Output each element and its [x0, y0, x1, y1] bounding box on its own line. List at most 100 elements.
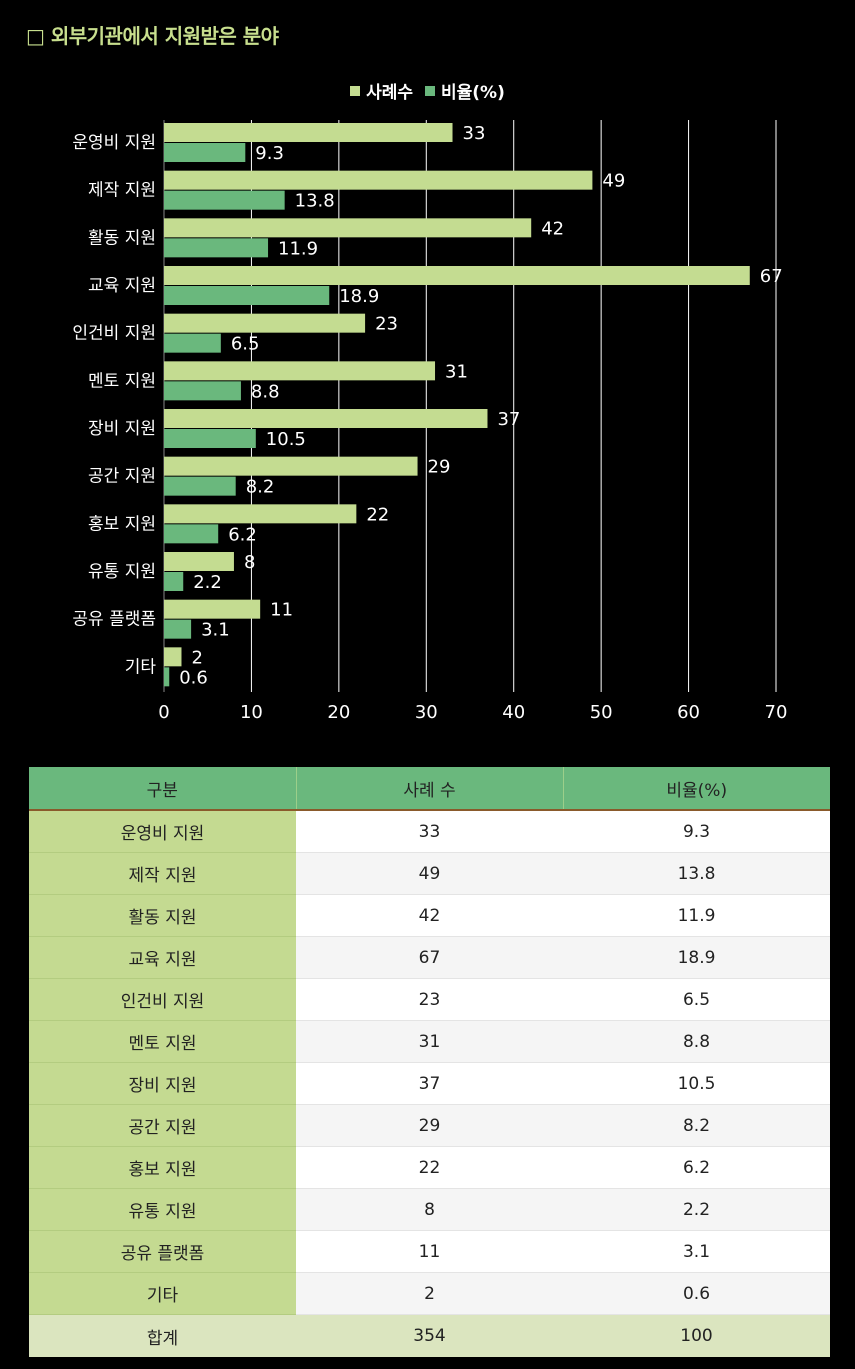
- table-cell-count: 42: [296, 894, 563, 937]
- bar-series2: [164, 476, 236, 496]
- table-row: 인건비 지원 23 6.5: [29, 978, 830, 1021]
- x-tick-label: 40: [502, 702, 525, 723]
- category-label: 유통 지원: [88, 562, 156, 582]
- bar-series2: [164, 143, 246, 162]
- table-cell-ratio: 18.9: [563, 936, 830, 979]
- legend-label-series1: 사례수: [366, 83, 414, 103]
- table-row: 제작 지원 49 13.8: [29, 852, 830, 895]
- data-label: 31: [445, 361, 468, 382]
- table-row: 공간 지원 29 8.2: [29, 1104, 830, 1147]
- table-cell-category: 멘토 지원: [29, 1020, 296, 1063]
- bar-series1: [164, 456, 418, 476]
- legend-item-series2: 비율(%): [424, 78, 505, 103]
- table-cell-category: 제작 지원: [29, 852, 296, 895]
- bar-series1: [164, 409, 488, 428]
- table-cell-category: 공간 지원: [29, 1104, 296, 1147]
- table-cell-ratio: 9.3: [563, 810, 830, 853]
- table-cell-count: 37: [296, 1062, 563, 1105]
- bar-series2: [164, 381, 241, 401]
- bar-series2: [164, 619, 192, 639]
- bar-series2: [164, 238, 269, 258]
- x-tick-label: 60: [677, 702, 700, 723]
- table-row: 멘토 지원 31 8.8: [29, 1020, 830, 1063]
- bar-series1: [164, 313, 366, 333]
- data-label: 37: [497, 409, 520, 430]
- category-label: 기타: [125, 657, 157, 677]
- bar-series1: [164, 599, 261, 619]
- bar-series1: [164, 218, 532, 238]
- table-row: 활동 지원 42 11.9: [29, 894, 830, 937]
- table-total-ratio: 100: [563, 1314, 830, 1357]
- data-table: 구분 사례 수 비율(%) 운영비 지원 33 9.3 제작 지원 49 13.8 활동 지…: [29, 767, 830, 1357]
- page-title: □ 외부기관에서 지원받은 분야: [26, 24, 279, 48]
- legend-swatch-series2: [424, 85, 435, 96]
- table-cell-count: 33: [296, 810, 563, 853]
- bar-series2: [164, 667, 170, 687]
- table-cell-ratio: 11.9: [563, 894, 830, 937]
- bar-series1: [164, 361, 436, 381]
- category-label: 인건비 지원: [72, 324, 156, 344]
- table-cell-ratio: 6.2: [563, 1146, 830, 1189]
- data-label: 23: [375, 314, 398, 335]
- x-tick-label: 50: [590, 702, 613, 723]
- data-label: 10.5: [266, 429, 306, 450]
- table-row: 공유 플랫폼 11 3.1: [29, 1230, 830, 1273]
- table-cell-count: 31: [296, 1020, 563, 1063]
- table-cell-category: 공유 플랫폼: [29, 1230, 296, 1273]
- bar-series2: [164, 333, 221, 353]
- bar-series1: [164, 504, 357, 524]
- table-cell-category: 인건비 지원: [29, 978, 296, 1021]
- data-label: 67: [760, 266, 783, 287]
- table-cell-count: 49: [296, 852, 563, 895]
- data-label: 49: [602, 171, 625, 192]
- data-label: 6.5: [231, 334, 260, 355]
- table-cell-ratio: 6.5: [563, 978, 830, 1021]
- bar-chart: 0 10 20 30 40 50 60 70 운영비 지원 33 9.3 제작 지원 49 13.8 활동 …: [72, 120, 787, 723]
- table-total-label: 합계: [29, 1314, 296, 1357]
- table-header-row: 구분 사례 수 비율(%): [29, 767, 830, 811]
- x-tick-label: 30: [415, 702, 438, 723]
- data-label: 0.6: [179, 667, 208, 688]
- x-tick-label: 20: [327, 702, 350, 723]
- table-cell-ratio: 8.8: [563, 1020, 830, 1063]
- category-label: 공유 플랫폼: [72, 610, 156, 630]
- category-label: 교육 지원: [88, 276, 156, 296]
- data-label: 8: [244, 552, 255, 573]
- table-cell-count: 2: [296, 1272, 563, 1315]
- legend-item-series1: 사례수: [350, 78, 413, 103]
- data-label: 8.2: [246, 477, 275, 498]
- data-label: 9.3: [255, 143, 284, 164]
- table-row: 유통 지원 8 2.2: [29, 1188, 830, 1231]
- table-cell-count: 22: [296, 1146, 563, 1189]
- bar-series2: [164, 524, 219, 544]
- table-total-count: 354: [296, 1314, 563, 1357]
- category-label: 홍보 지원: [88, 514, 156, 534]
- data-label: 11.9: [278, 238, 318, 259]
- table-cell-count: 11: [296, 1230, 563, 1273]
- category-label: 멘토 지원: [88, 371, 156, 391]
- table-header-count: 사례 수: [296, 767, 564, 811]
- data-label: 13.8: [295, 191, 335, 212]
- category-label: 활동 지원: [88, 228, 156, 248]
- table-cell-category: 유통 지원: [29, 1188, 296, 1231]
- category-label: 공간 지원: [88, 467, 156, 487]
- bar-series1: [164, 123, 453, 142]
- table-cell-count: 8: [296, 1188, 563, 1231]
- data-label: 2: [191, 647, 202, 668]
- x-tick-label: 0: [158, 702, 169, 723]
- category-label: 제작 지원: [88, 181, 156, 201]
- x-tick-label: 10: [240, 702, 263, 723]
- data-label: 6.2: [228, 524, 257, 545]
- table-cell-count: 23: [296, 978, 563, 1021]
- table-row: 장비 지원 37 10.5: [29, 1062, 830, 1105]
- table-header-ratio: 비율(%): [563, 767, 830, 811]
- table-cell-count: 29: [296, 1104, 563, 1147]
- table-cell-category: 교육 지원: [29, 936, 296, 979]
- data-label: 33: [463, 123, 486, 144]
- legend-swatch-series1: [350, 85, 361, 96]
- bar-series2: [164, 286, 330, 305]
- table-cell-category: 기타: [29, 1272, 296, 1315]
- bar-series1: [164, 266, 750, 285]
- table-cell-ratio: 10.5: [563, 1062, 830, 1105]
- bar-series2: [164, 572, 184, 591]
